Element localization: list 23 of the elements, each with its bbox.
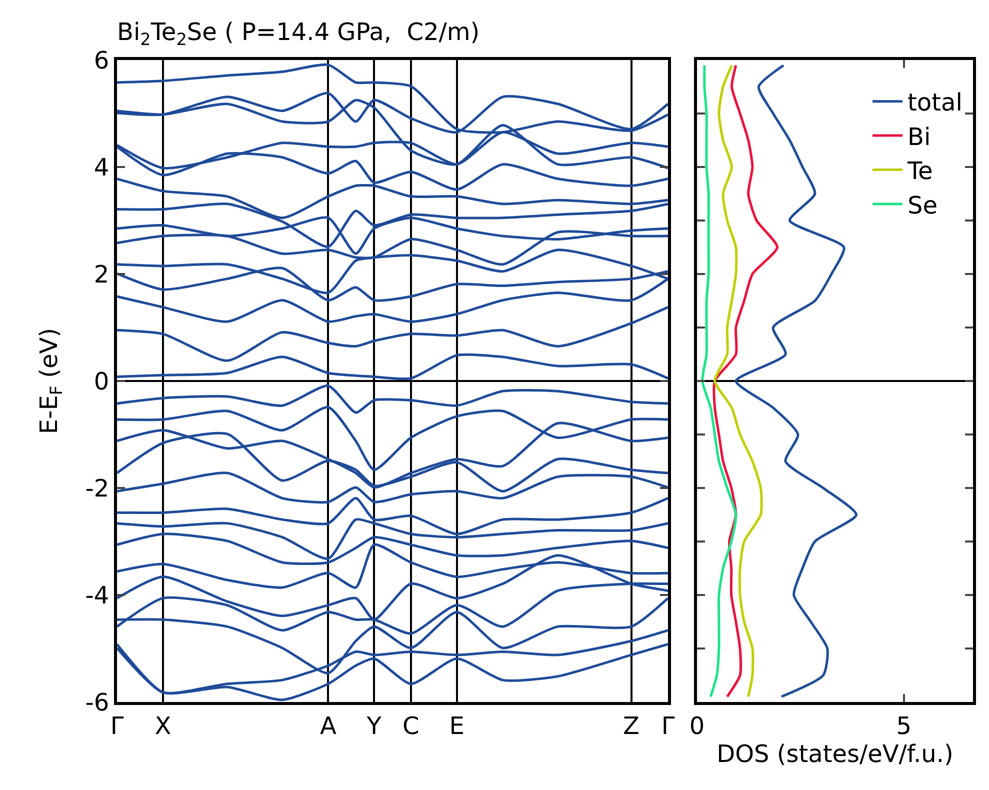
chart-title: Bi$_{2}$Te$_{2}$Se ( P=14.4 GPa, C2/m) xyxy=(117,18,480,50)
legend-label: Te xyxy=(906,157,933,186)
x-tick-label: Y xyxy=(366,712,382,740)
legend-label: Bi xyxy=(907,122,931,151)
x-tick-label: 0 xyxy=(689,712,705,740)
x-tick-label: Γ xyxy=(661,712,676,740)
x-axis-title: DOS (states/eV/f.u.) xyxy=(716,740,954,768)
x-tick-label: Γ xyxy=(110,712,124,740)
y-tick-label: -4 xyxy=(85,581,110,610)
y-tick-label: 0 xyxy=(94,367,110,396)
x-tick-label: X xyxy=(154,712,172,740)
y-tick-label: 2 xyxy=(94,260,110,288)
x-tick-label: Z xyxy=(623,712,640,740)
x-tick-label: 5 xyxy=(896,712,912,740)
x-tick-label: E xyxy=(449,712,464,740)
x-tick-label: C xyxy=(402,712,420,740)
x-tick-label: A xyxy=(320,712,338,740)
y-tick-label: 6 xyxy=(94,46,110,74)
y-tick-label: 4 xyxy=(94,153,110,182)
legend-label: Se xyxy=(907,191,938,220)
y-tick-label: -6 xyxy=(85,688,110,716)
legend-label: total xyxy=(907,88,962,117)
y-tick-label: -2 xyxy=(85,474,110,502)
